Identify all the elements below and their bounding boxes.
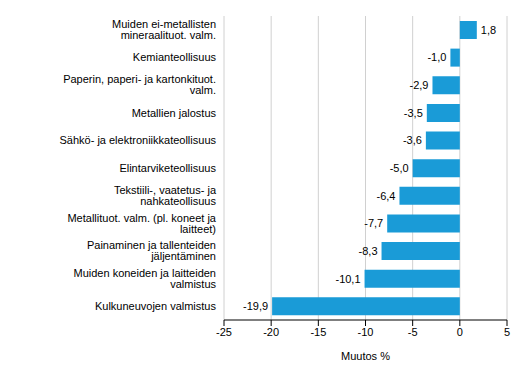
svg-text:-19,9: -19,9: [243, 300, 268, 312]
svg-text:1,8: 1,8: [481, 24, 496, 36]
svg-text:-25: -25: [216, 326, 232, 338]
svg-text:-10: -10: [358, 326, 374, 338]
svg-text:Muiden ei-metallistenmineraali: Muiden ei-metallistenmineraalituot. valm…: [112, 18, 216, 41]
svg-text:5: 5: [504, 326, 510, 338]
svg-text:Tekstiili-, vaatetus- janahkat: Tekstiili-, vaatetus- janahkateollisuus: [114, 184, 217, 207]
svg-text:-20: -20: [263, 326, 279, 338]
svg-text:-5,0: -5,0: [390, 162, 409, 174]
svg-text:Paperin, paperi- ja kartonkitu: Paperin, paperi- ja kartonkituot.valm.: [63, 73, 216, 96]
svg-text:Muiden koneiden ja laitteidenv: Muiden koneiden ja laitteidenvalmistus: [74, 267, 217, 290]
svg-text:Muutos %: Muutos %: [341, 350, 390, 362]
svg-text:-8,3: -8,3: [359, 245, 378, 257]
svg-text:Kemianteollisuus: Kemianteollisuus: [133, 51, 217, 63]
svg-text:-15: -15: [310, 326, 326, 338]
svg-text:-10,1: -10,1: [335, 273, 360, 285]
svg-text:-2,9: -2,9: [410, 79, 429, 91]
svg-text:-3,5: -3,5: [404, 107, 423, 119]
svg-text:-1,0: -1,0: [427, 51, 446, 63]
svg-text:Metallituot. valm. (pl. koneet: Metallituot. valm. (pl. koneet jalaittee…: [67, 212, 216, 235]
svg-text:Elintarviketeollisuus: Elintarviketeollisuus: [119, 162, 216, 174]
svg-text:Sähkö- ja elektroniikkateollis: Sähkö- ja elektroniikkateollisuus: [59, 134, 216, 146]
svg-text:0: 0: [457, 326, 463, 338]
svg-text:Kulkuneuvojen valmistus: Kulkuneuvojen valmistus: [95, 300, 217, 312]
svg-text:-6,4: -6,4: [376, 190, 395, 202]
svg-text:-3,6: -3,6: [403, 134, 422, 146]
svg-text:-5: -5: [408, 326, 418, 338]
svg-text:Metallien jalostus: Metallien jalostus: [132, 107, 217, 119]
svg-text:-7,7: -7,7: [364, 217, 383, 229]
svg-text:Painaminen ja tallenteidenjälj: Painaminen ja tallenteidenjäljentäminen: [87, 239, 216, 262]
